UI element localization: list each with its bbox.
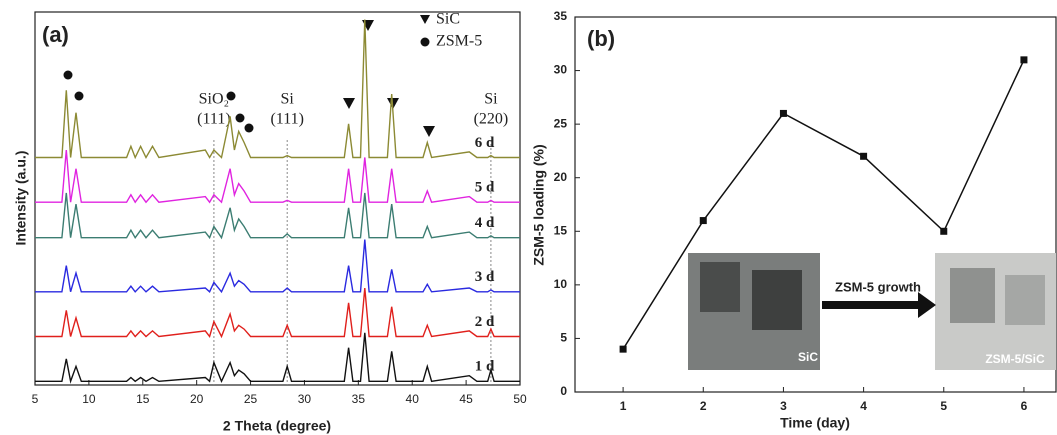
sic-marker xyxy=(423,126,435,137)
series-label: 6 d xyxy=(475,135,495,151)
plot-frame xyxy=(574,16,1057,393)
legend-symbol xyxy=(420,37,430,47)
photo-detail xyxy=(700,262,740,312)
point xyxy=(940,227,948,235)
annotation: Si xyxy=(484,91,498,108)
y-tick-label: 15 xyxy=(554,223,568,237)
x-tick-label: 35 xyxy=(352,392,366,406)
x-tick-label: 1 xyxy=(620,399,627,413)
x-tick-label: 6 xyxy=(1021,399,1028,413)
legend-label: SiC xyxy=(436,11,460,28)
point xyxy=(699,217,707,225)
x-tick-label: 15 xyxy=(136,392,150,406)
annotation: Si xyxy=(281,91,295,108)
plot-frame xyxy=(34,11,521,386)
series-label: 3 d xyxy=(475,269,495,285)
series-line xyxy=(35,332,520,384)
x-axis-title: 2 Theta (degree) xyxy=(223,418,331,434)
photo-detail xyxy=(1005,275,1045,325)
series-label: 5 d xyxy=(475,180,495,196)
y-tick-label: 0 xyxy=(560,384,567,398)
annotation: (220) xyxy=(474,111,509,128)
y-axis-title: Intensity (a.u.) xyxy=(13,151,29,246)
x-tick-label: 5 xyxy=(32,392,39,406)
panel-label: (b) xyxy=(587,26,615,51)
annotation: (111) xyxy=(197,111,230,128)
zsm-marker xyxy=(244,123,254,133)
sic-marker xyxy=(343,98,355,109)
series-line xyxy=(622,59,1025,350)
x-tick-label: 10 xyxy=(82,392,96,406)
zsm-marker xyxy=(63,70,73,80)
series-line xyxy=(35,192,520,240)
point xyxy=(1020,56,1028,64)
x-tick-label: 45 xyxy=(459,392,473,406)
arrow-head xyxy=(918,292,936,318)
x-axis-title: Time (day) xyxy=(780,415,850,431)
series-line xyxy=(35,239,520,294)
zsm-marker xyxy=(226,91,236,101)
inset xyxy=(688,253,1056,370)
series-label: 4 d xyxy=(475,215,495,231)
series-line xyxy=(35,19,520,160)
panel-label: (a) xyxy=(42,22,69,47)
peak-markers xyxy=(63,20,435,137)
x-tick-label: 40 xyxy=(406,392,420,406)
x-tick-label: 30 xyxy=(298,392,312,406)
y-tick-label: 10 xyxy=(554,277,568,291)
x-tick-label: 3 xyxy=(780,399,787,413)
x-tick-label: 50 xyxy=(513,392,527,406)
y-tick-label: 5 xyxy=(560,331,567,345)
legend-symbol xyxy=(420,15,430,24)
x-tick-label: 2 xyxy=(700,399,707,413)
annotation: (111) xyxy=(270,111,303,128)
x-tick-label: 20 xyxy=(190,392,204,406)
series-line xyxy=(35,149,520,204)
series-label: 1 d xyxy=(475,359,495,375)
point xyxy=(779,109,787,117)
y-axis-title: ZSM-5 loading (%) xyxy=(531,144,547,265)
y-tick-label: 20 xyxy=(554,170,568,184)
x-tick-label: 4 xyxy=(860,399,867,413)
x-tick-label: 25 xyxy=(244,392,258,406)
zsm-marker xyxy=(74,91,84,101)
x-tick-label: 5 xyxy=(940,399,947,413)
y-tick-label: 35 xyxy=(554,9,568,23)
photo-detail xyxy=(752,270,802,330)
inset-label: ZSM-5 growth xyxy=(835,279,921,294)
annotation: SiO₂ xyxy=(199,91,229,108)
y-tick-label: 30 xyxy=(554,63,568,77)
inset-label: SiC xyxy=(798,350,818,364)
zsm-marker xyxy=(235,113,245,123)
legend-label: ZSM-5 xyxy=(436,33,482,50)
inset-label: ZSM-5/SiC xyxy=(985,352,1045,366)
photo-detail xyxy=(950,268,995,323)
point xyxy=(860,152,868,160)
y-tick-label: 25 xyxy=(554,116,568,130)
point xyxy=(619,345,627,353)
series-label: 2 d xyxy=(475,314,495,330)
series-line xyxy=(35,287,520,339)
